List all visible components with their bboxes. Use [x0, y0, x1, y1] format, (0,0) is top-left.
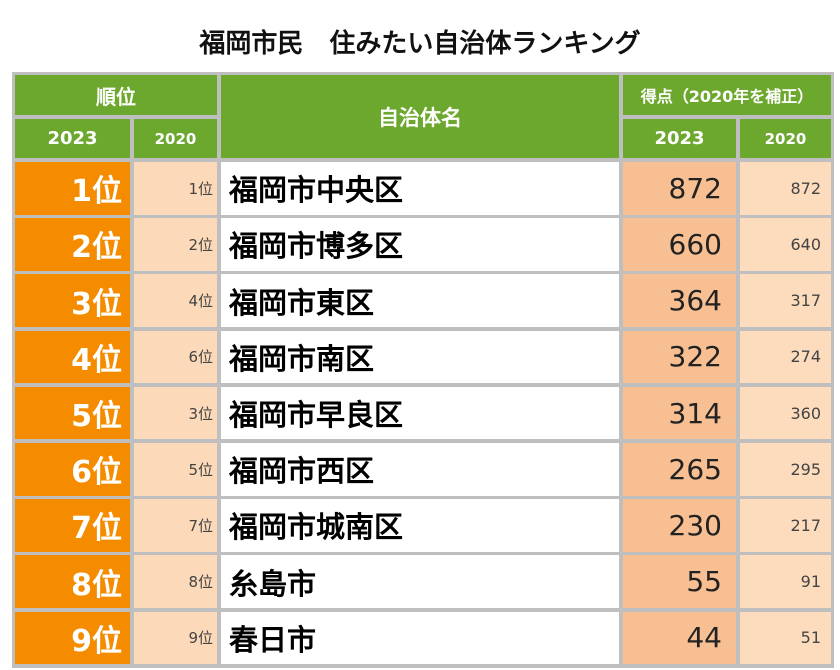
score-2020-cell: 91 — [740, 555, 831, 608]
score-2020-cell: 317 — [740, 274, 831, 327]
rank-2020-cell: 1位 — [134, 162, 217, 215]
rank-2023-cell: 6位 — [15, 443, 130, 496]
rank-2020-cell: 7位 — [134, 499, 217, 552]
municipality-name-cell: 福岡市南区 — [221, 330, 619, 384]
municipality-name-cell: 福岡市城南区 — [221, 499, 619, 552]
rank-2020-cell: 3位 — [134, 386, 217, 440]
score-2023-cell: 230 — [623, 499, 736, 552]
header-score-2020: 2020 — [740, 119, 831, 158]
municipality-name-cell: 春日市 — [221, 611, 619, 665]
municipality-name-cell: 糸島市 — [221, 555, 619, 608]
score-2020-cell: 51 — [740, 611, 831, 665]
rank-2020-cell: 5位 — [134, 443, 217, 496]
header-rank-2020: 2020 — [134, 119, 217, 158]
score-2020-cell: 872 — [740, 162, 831, 215]
rank-2020-cell: 8位 — [134, 555, 217, 608]
score-2023-cell: 55 — [623, 555, 736, 608]
score-2020-cell: 640 — [740, 218, 831, 271]
score-2023-cell: 44 — [623, 611, 736, 665]
header-score-group: 得点（2020年を補正） — [623, 75, 831, 115]
rank-2023-cell: 8位 — [15, 555, 130, 608]
score-2023-cell: 265 — [623, 443, 736, 496]
rank-2023-cell: 5位 — [15, 386, 130, 440]
score-2020-cell: 217 — [740, 499, 831, 552]
municipality-name-cell: 福岡市東区 — [221, 274, 619, 327]
score-2023-cell: 322 — [623, 330, 736, 384]
score-2023-cell: 660 — [623, 218, 736, 271]
municipality-name-cell: 福岡市早良区 — [221, 386, 619, 440]
rank-2023-cell: 3位 — [15, 274, 130, 327]
score-2023-cell: 314 — [623, 386, 736, 440]
rank-2020-cell: 4位 — [134, 274, 217, 327]
rank-2020-cell: 6位 — [134, 330, 217, 384]
score-2023-cell: 364 — [623, 274, 736, 327]
page-title: 福岡市民 住みたい自治体ランキング — [199, 29, 641, 59]
rank-2023-cell: 1位 — [15, 162, 130, 215]
rank-2023-cell: 4位 — [15, 330, 130, 384]
rank-2023-cell: 9位 — [15, 611, 130, 665]
rank-2020-cell: 2位 — [134, 218, 217, 271]
rank-2020-cell: 9位 — [134, 611, 217, 665]
score-2023-cell: 872 — [623, 162, 736, 215]
header-rank-group: 順位 — [15, 75, 217, 115]
rank-2023-cell: 2位 — [15, 218, 130, 271]
rank-2023-cell: 7位 — [15, 499, 130, 552]
municipality-name-cell: 福岡市博多区 — [221, 218, 619, 271]
score-2020-cell: 274 — [740, 330, 831, 384]
score-2020-cell: 360 — [740, 386, 831, 440]
municipality-name-cell: 福岡市西区 — [221, 443, 619, 496]
municipality-name-cell: 福岡市中央区 — [221, 162, 619, 215]
header-score-2023: 2023 — [623, 119, 736, 158]
header-name: 自治体名 — [221, 75, 619, 158]
header-rank-2023: 2023 — [15, 119, 130, 158]
ranking-table: 順位 自治体名 得点（2020年を補正） 2023 2020 2023 2020… — [12, 72, 834, 668]
score-2020-cell: 295 — [740, 443, 831, 496]
